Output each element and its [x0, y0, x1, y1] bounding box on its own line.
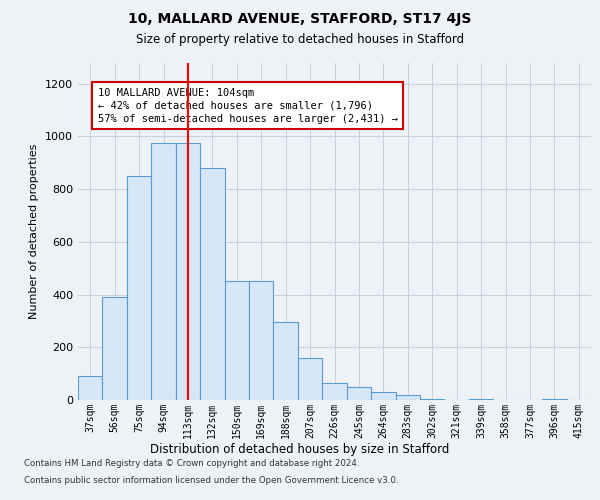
- Bar: [176, 143, 200, 400]
- Text: Distribution of detached houses by size in Stafford: Distribution of detached houses by size …: [151, 442, 449, 456]
- Bar: [274, 322, 298, 400]
- Bar: [322, 383, 347, 400]
- Bar: [469, 398, 493, 400]
- Bar: [200, 168, 224, 400]
- Text: Contains HM Land Registry data © Crown copyright and database right 2024.: Contains HM Land Registry data © Crown c…: [24, 458, 359, 468]
- Bar: [103, 297, 127, 400]
- Bar: [151, 143, 176, 400]
- Bar: [542, 398, 566, 400]
- Text: Contains public sector information licensed under the Open Government Licence v3: Contains public sector information licen…: [24, 476, 398, 485]
- Text: 10, MALLARD AVENUE, STAFFORD, ST17 4JS: 10, MALLARD AVENUE, STAFFORD, ST17 4JS: [128, 12, 472, 26]
- Bar: [298, 358, 322, 400]
- Bar: [347, 387, 371, 400]
- Text: 10 MALLARD AVENUE: 104sqm
← 42% of detached houses are smaller (1,796)
57% of se: 10 MALLARD AVENUE: 104sqm ← 42% of detac…: [98, 88, 398, 124]
- Y-axis label: Number of detached properties: Number of detached properties: [29, 144, 40, 319]
- Bar: [371, 392, 395, 400]
- Bar: [78, 376, 103, 400]
- Bar: [224, 282, 249, 400]
- Bar: [395, 394, 420, 400]
- Bar: [249, 282, 274, 400]
- Bar: [127, 176, 151, 400]
- Bar: [420, 398, 445, 400]
- Text: Size of property relative to detached houses in Stafford: Size of property relative to detached ho…: [136, 32, 464, 46]
